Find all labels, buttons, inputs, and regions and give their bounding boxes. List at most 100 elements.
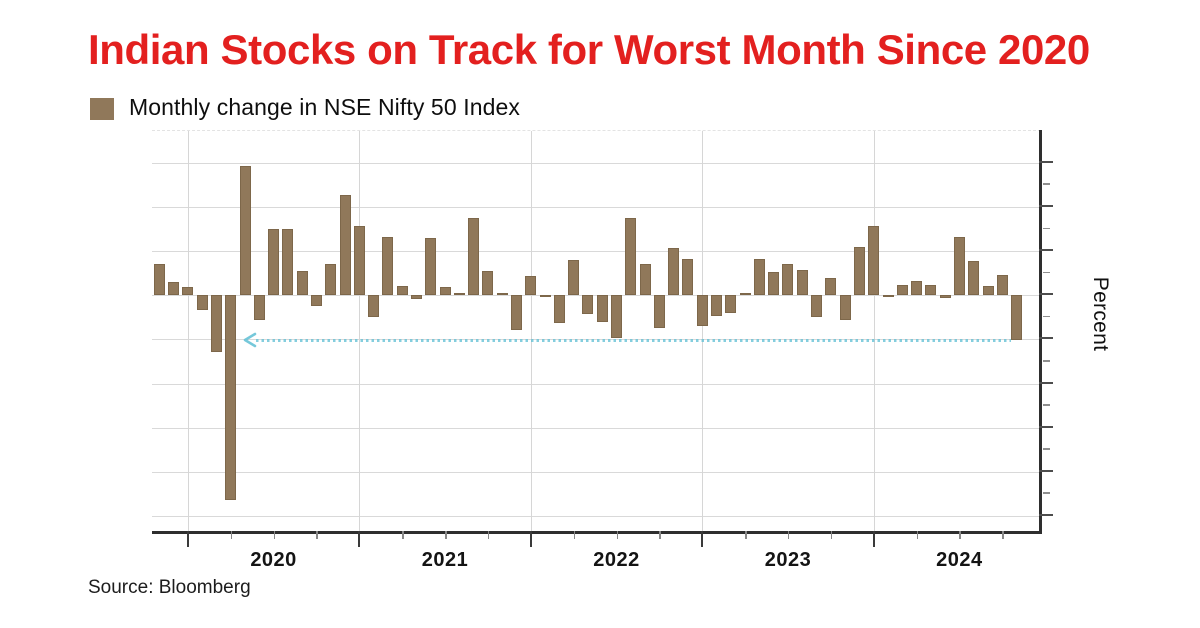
bar-jan-2023 [711, 295, 723, 317]
bar-jul-2020 [282, 229, 294, 296]
bar-sep-2023 [825, 277, 837, 296]
left-arrow-icon [242, 332, 257, 348]
bar-jul-2023 [796, 269, 808, 296]
bar-aug-2020 [296, 270, 308, 296]
bar-mar-2020 [225, 295, 237, 501]
bar-aug-2024 [982, 285, 994, 296]
gridline-h-10 [152, 207, 1041, 209]
bar-mar-2023 [739, 292, 751, 296]
x-tick-quarter [959, 531, 961, 539]
x-tick-quarter [916, 531, 919, 539]
bar-feb-2021 [382, 237, 394, 296]
x-axis-year-label-2020: 2020 [250, 549, 297, 571]
bar-feb-2020 [210, 295, 222, 352]
x-tick-quarter [273, 531, 276, 539]
gridline-year-2021 [359, 131, 361, 532]
bar-oct-2024 [1011, 295, 1023, 341]
bar-feb-2022 [553, 295, 565, 323]
legend-label: Monthly change in NSE Nifty 50 Index [129, 94, 520, 120]
x-axis-line [152, 530, 1042, 534]
bar-sep-2022 [653, 295, 665, 328]
bar-jan-2024 [882, 295, 894, 297]
bar-jul-2024 [968, 260, 980, 296]
x-tick-quarter [1002, 531, 1004, 539]
bar-nov-2022 [682, 259, 694, 296]
bar-oct-2020 [325, 264, 337, 296]
bar-oct-2022 [668, 247, 680, 296]
bar-may-2024 [939, 295, 951, 298]
x-tick-year-2023 [701, 531, 704, 547]
bar-feb-2024 [896, 284, 908, 296]
bar-jun-2024 [953, 237, 965, 296]
bar-jun-2020 [268, 229, 280, 296]
x-axis-year-label-2023: 2023 [764, 549, 812, 571]
gridline-year-2023 [702, 131, 704, 532]
bar-dec-2020 [353, 226, 365, 296]
x-tick-year-2022 [529, 531, 532, 547]
y-axis-line [1039, 130, 1042, 533]
bar-mar-2022 [568, 259, 580, 296]
bar-apr-2023 [753, 259, 765, 296]
x-tick-quarter [616, 531, 619, 539]
x-tick-quarter [787, 531, 790, 539]
gridline-year-2024 [873, 131, 875, 532]
bar-jun-2023 [782, 264, 794, 296]
bar-jan-2020 [196, 295, 208, 311]
bar-nov-2021 [511, 295, 522, 330]
bar-apr-2024 [925, 284, 937, 296]
y-tick-major--25 [1039, 514, 1053, 516]
x-tick-quarter [230, 531, 233, 539]
source-credit: Source: Bloomberg [88, 577, 251, 598]
x-axis-year-label-2021: 2021 [421, 549, 469, 571]
x-tick-quarter [573, 531, 576, 539]
bar-sep-2021 [482, 270, 494, 296]
bar-oct-2021 [496, 292, 508, 296]
y-tick-major--20 [1039, 469, 1053, 472]
bar-dec-2023 [868, 225, 880, 296]
bar-aug-2023 [811, 295, 823, 318]
bar-may-2021 [425, 237, 437, 296]
bar-jan-2021 [368, 295, 380, 318]
x-tick-quarter [402, 531, 404, 539]
bar-oct-2019 [153, 264, 165, 296]
legend: Monthly change in NSE Nifty 50 Index [90, 94, 520, 121]
bar-sep-2020 [310, 295, 322, 306]
bar-aug-2022 [639, 264, 651, 296]
y-tick-minor--17.5 [1043, 448, 1050, 450]
bar-aug-2021 [468, 218, 480, 296]
bar-jul-2021 [453, 292, 465, 296]
bar-may-2023 [768, 272, 780, 296]
x-axis-year-label-2024: 2024 [936, 549, 983, 571]
y-tick-major-5 [1039, 249, 1053, 252]
y-tick-major-15 [1039, 160, 1053, 163]
bar-oct-2023 [839, 295, 851, 320]
gridline-h-15 [152, 162, 1041, 164]
reference-line [256, 338, 1011, 342]
gridline-h--15 [152, 427, 1041, 429]
bar-jun-2021 [439, 287, 451, 296]
bar-may-2020 [253, 295, 265, 320]
bar-nov-2020 [339, 194, 351, 296]
bar-jul-2022 [625, 218, 637, 296]
x-tick-quarter [487, 531, 490, 539]
y-tick-minor-2.5 [1043, 271, 1050, 274]
y-tick-major--5 [1039, 337, 1053, 340]
gridline-h-0 [152, 295, 1041, 297]
bar-jan-2022 [539, 295, 551, 298]
gridline-h-5 [152, 251, 1041, 253]
y-tick-major-0 [1039, 293, 1053, 296]
y-tick-major--10 [1039, 381, 1053, 384]
x-tick-quarter [445, 531, 447, 539]
x-tick-quarter [316, 531, 318, 539]
y-tick-major--15 [1039, 425, 1053, 428]
bar-nov-2023 [853, 246, 865, 296]
y-tick-minor--2.5 [1043, 315, 1050, 318]
x-tick-year-2021 [358, 531, 361, 547]
bar-may-2022 [596, 295, 608, 322]
gridline-h--10 [152, 383, 1041, 385]
x-tick-quarter [745, 531, 747, 539]
y-tick-minor--7.5 [1043, 360, 1050, 362]
y-axis-title: Percent [1089, 276, 1112, 352]
bar-dec-2019 [182, 287, 194, 296]
